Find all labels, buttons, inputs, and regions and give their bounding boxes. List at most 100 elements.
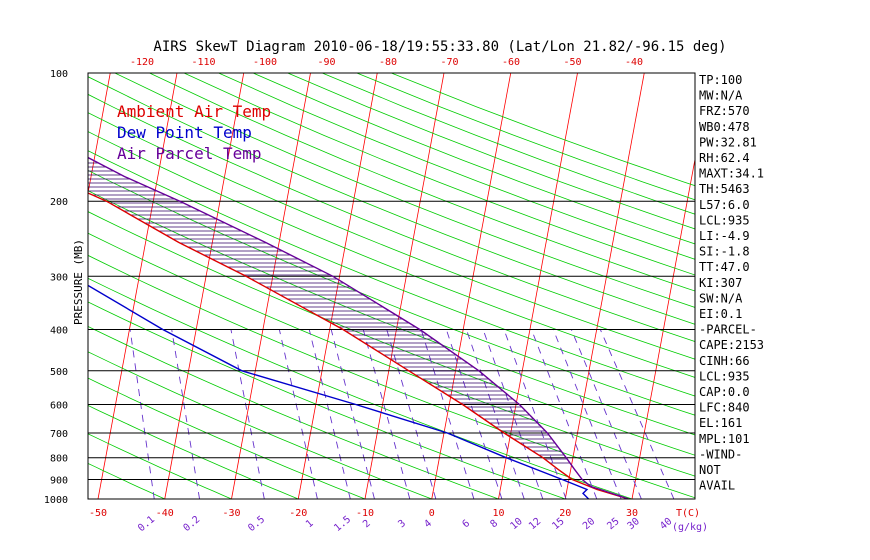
parameter-item: FRZ:570 [699,104,750,118]
mixing-ratio-tick-label: 6 [460,518,472,530]
dry-adiabat-line [391,73,695,187]
dry-adiabat-line [88,404,299,499]
parameter-item: LCL:935 [699,369,750,383]
sounding-series [88,156,629,499]
parameter-item: AVAIL [699,479,735,493]
mixing-ratio-grid [129,329,675,499]
top-temp-tick-label: -90 [317,57,335,68]
mixing-ratio-tick-label: 4 [422,518,434,530]
dry-adiabat-line [88,131,695,378]
top-temp-tick-label: -80 [379,57,397,68]
dry-adiabat-line [88,462,165,499]
parameter-item: MW:N/A [699,89,743,103]
top-temp-tick-label: -70 [440,57,458,68]
dry-adiabat-line [88,326,499,499]
mixing-ratio-tick-label: 25 [605,516,621,532]
axes: PRESSURE (MB) [72,239,85,325]
parameter-item: LCL:935 [699,213,750,227]
bottom-temp-tick-label: -50 [89,508,107,519]
mixing-ratio-tick-label: 1 [304,518,316,530]
dry-adiabat-line [88,169,695,416]
dry-adiabat-line [88,377,366,499]
top-temp-tick-label: -110 [191,57,215,68]
mixing-ratio-line [482,329,544,499]
bottom-temp-unit: T(C) [676,508,700,519]
mixing-ratio-tick-label: 0.2 [181,514,202,534]
parameter-item: MAXT:34.1 [699,167,764,181]
isotherm-line [364,73,445,499]
mixing-ratio-tick-label: 0.5 [246,514,267,534]
dry-adiabat-line [183,73,695,276]
parameter-item: SW:N/A [699,291,743,305]
mixing-ratio-tick-label: 8 [488,518,500,530]
bottom-temp-tick-label: 30 [626,508,638,519]
isotherm-line [88,73,111,196]
dry-adiabat-line [88,211,695,456]
mixing-ratio-line [552,329,622,499]
dry-adiabat-line [88,190,695,436]
parameter-item: KI:307 [699,276,742,290]
mixing-ratio-line [230,329,265,499]
isotherm-line [766,73,845,499]
parameter-item: -PARCEL- [699,323,757,337]
isotherm-line [97,73,178,499]
parameter-item: TT:47.0 [699,260,750,274]
parameter-item: MPL:101 [699,432,750,446]
dry-adiabat-line [114,73,695,308]
y-axis-label: PRESSURE (MB) [72,239,85,325]
isotherm-line [0,73,44,499]
parameter-item: TP:100 [699,73,742,87]
dry-adiabat-line [149,73,695,292]
mixing-ratio-unit: (g/kg) [672,522,708,533]
mixing-ratio-tick-label: 2 [361,518,373,530]
isotherm-line [431,73,512,499]
mixing-ratio-tick-label: 1.5 [332,514,353,534]
pressure-tick-label: 200 [50,197,68,208]
bottom-temp-tick-label: -40 [156,508,174,519]
parameter-item: CAP:0.0 [699,385,750,399]
series-line-2 [88,284,590,499]
parameter-item: SI:-1.8 [699,245,750,259]
parameter-item: WB0:478 [699,120,750,134]
bottom-temp-tick-label: -30 [222,508,240,519]
pressure-tick-labels: 100 200 300 400 500 600 700 800 900 1000 [44,69,68,506]
dry-adiabat-line [88,232,695,477]
mixing-ratio-line [278,329,318,499]
dry-adiabat-line [88,150,695,397]
top-temp-tick-label: -100 [253,57,277,68]
dry-adiabat-line [88,112,695,360]
pressure-tick-label: 600 [50,400,68,411]
parameter-item: RH:62.4 [699,151,750,165]
mixing-ratio-line [599,329,675,499]
bottom-temp-tick-label: 0 [429,508,435,519]
mixing-ratio-line [465,329,525,499]
mixing-ratio-tick-label: 12 [527,516,543,532]
pressure-tick-label: 900 [50,476,68,487]
mixing-ratio-line [308,329,351,499]
bottom-temp-tick-label: 20 [559,508,571,519]
series-line-3 [88,156,629,499]
bottom-temperature-ticks: -50 -40 -30 -20 -10 0 10 20 30 T(C) [89,508,700,519]
isotherm-line [164,73,245,499]
pressure-tick-label: 700 [50,429,68,440]
legend-label: Ambient Air Temp [117,102,271,121]
plot-frame [87,72,696,500]
dry-adiabat-line [88,76,695,325]
parameter-item: -WIND- [699,447,742,461]
dry-adiabat-line [88,301,566,499]
mixing-ratio-line [386,329,437,499]
legend: Ambient Air Temp Dew Point Temp Air Parcel… [117,102,271,163]
parameter-item: PW:32.81 [699,135,757,149]
bottom-temp-tick-label: 10 [492,508,504,519]
chart-title: AIRS SkewT Diagram 2010-06-18/19:55:33.8… [153,39,726,55]
dry-adiabat-line [218,73,695,260]
dry-adiabat-line [88,351,432,499]
mixing-ratio-line [129,329,155,499]
mixing-ratio-line [362,329,411,499]
isotherm-line [498,73,578,499]
pressure-tick-label: 300 [50,272,68,283]
mixing-ratio-line [503,329,567,499]
pressure-tick-label: 500 [50,367,68,378]
